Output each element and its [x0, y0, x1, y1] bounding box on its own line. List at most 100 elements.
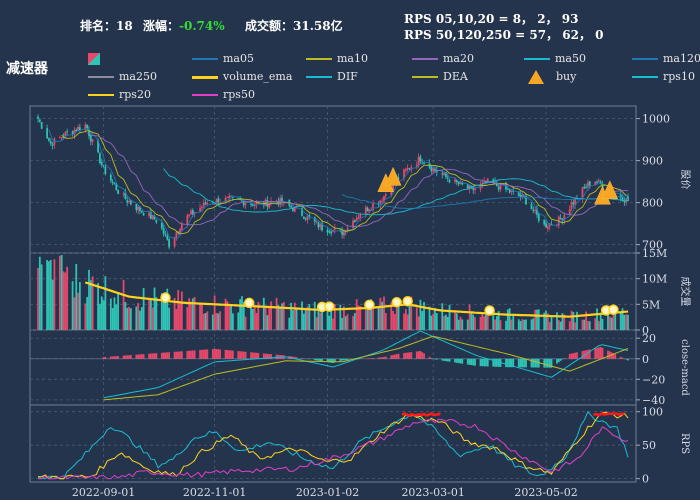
macd-histogram-bar: [574, 352, 577, 359]
candle-body: [621, 197, 624, 202]
candle-body: [568, 209, 571, 216]
macd-histogram-bar: [339, 358, 342, 361]
volume-bar: [330, 305, 333, 330]
candle-body: [201, 206, 203, 209]
volume-bar: [217, 313, 220, 330]
candle-body: [253, 204, 256, 207]
candle-body: [492, 179, 495, 183]
volume-bar: [508, 308, 511, 330]
volume-bar: [177, 290, 180, 330]
x-tick-label: 2022-09-01: [72, 486, 135, 499]
y-axis-label-vol: 成交量: [679, 277, 692, 307]
macd-histogram-bar: [231, 350, 234, 359]
legend-swatch: [524, 58, 550, 60]
candle-body: [313, 217, 316, 222]
volume-bar: [282, 301, 285, 330]
macd-histogram-bar: [410, 352, 413, 359]
legend-item-rps50: rps50: [192, 88, 255, 102]
macd-histogram-bar: [594, 348, 597, 359]
volume-bar: [519, 321, 522, 330]
volume-bar: [109, 298, 112, 330]
volume-bar: [543, 312, 546, 330]
legend-label: volume_ema: [223, 70, 293, 83]
volume-bar: [430, 315, 433, 330]
candle-body: [330, 231, 333, 234]
volume-bar: [128, 306, 130, 330]
candle-body: [506, 188, 509, 190]
volume-bar: [353, 313, 356, 330]
volume-bar: [521, 319, 524, 330]
volume-bar: [619, 313, 622, 330]
macd-histogram-bar: [394, 354, 396, 359]
candle-body: [46, 128, 48, 139]
candle-body: [597, 180, 600, 182]
macd-histogram-bar: [257, 352, 260, 359]
legend-item-ma05: ma05: [192, 52, 254, 66]
volume-bar: [155, 297, 158, 330]
macd-histogram-bar: [421, 352, 424, 359]
candle-body: [355, 217, 358, 222]
macd-histogram-bar: [202, 349, 205, 359]
panel-frame-rps: [29, 404, 637, 483]
macd-histogram-bar: [517, 358, 520, 368]
volume-bar: [102, 300, 105, 330]
candle-body: [497, 186, 500, 190]
volume-bar: [224, 298, 227, 330]
volume-bar: [88, 269, 90, 330]
candle-body: [448, 179, 451, 183]
candle-body: [379, 200, 382, 205]
volume-bar: [556, 312, 558, 330]
volume-bar: [226, 301, 229, 330]
volume-bar: [395, 300, 398, 330]
candle-body: [317, 222, 320, 228]
candle-body: [441, 173, 444, 175]
volume-signal-dot: [324, 301, 335, 312]
candle-body: [390, 190, 393, 196]
volume-bar: [37, 268, 39, 330]
volume-bar: [206, 311, 209, 330]
volume-bar: [202, 313, 205, 330]
candle-body: [372, 203, 374, 211]
volume-bar: [186, 307, 189, 330]
ma05-line: [48, 127, 629, 240]
volume-bar: [64, 272, 67, 330]
macd-histogram-bar: [148, 353, 150, 359]
volume-bar: [461, 319, 464, 330]
candle-body: [461, 182, 464, 185]
volume-bar: [517, 319, 520, 330]
candle-body: [563, 215, 566, 221]
volume-bar: [78, 282, 81, 330]
candle-body: [215, 199, 218, 204]
macd-histogram-bar: [419, 351, 422, 359]
macd-histogram-bar: [177, 351, 180, 359]
candle-body: [596, 181, 598, 183]
macd-histogram-bar: [381, 357, 384, 359]
candle-body: [423, 162, 425, 164]
macd-histogram-bar: [443, 358, 445, 361]
macd-histogram-bar: [135, 354, 138, 359]
volume-bar: [219, 311, 221, 330]
macd-histogram-bar: [122, 355, 125, 359]
macd-histogram-bar: [415, 351, 418, 359]
volume-bar: [394, 314, 396, 330]
candle-body: [293, 206, 296, 212]
macd-histogram-bar: [344, 358, 347, 361]
volume-bar: [199, 304, 201, 330]
volume-bar: [574, 322, 577, 330]
volume-bar: [446, 316, 449, 330]
candle-body: [140, 210, 143, 213]
legend-label: DEA: [443, 70, 468, 83]
macd-histogram-bar: [330, 358, 333, 363]
candle-body: [226, 197, 229, 199]
macd-histogram-bar: [137, 354, 140, 359]
macd-histogram-bar: [530, 358, 533, 368]
volume-bar: [302, 313, 305, 330]
macd-histogram-bar: [472, 358, 475, 366]
volume-bar: [596, 308, 598, 330]
macd-histogram-bar: [384, 356, 387, 359]
candle-body: [277, 200, 280, 205]
macd-histogram-bar: [168, 352, 170, 359]
y-tick-label: 800: [642, 197, 663, 210]
candle-body: [333, 227, 336, 230]
volume-bar: [328, 315, 331, 330]
